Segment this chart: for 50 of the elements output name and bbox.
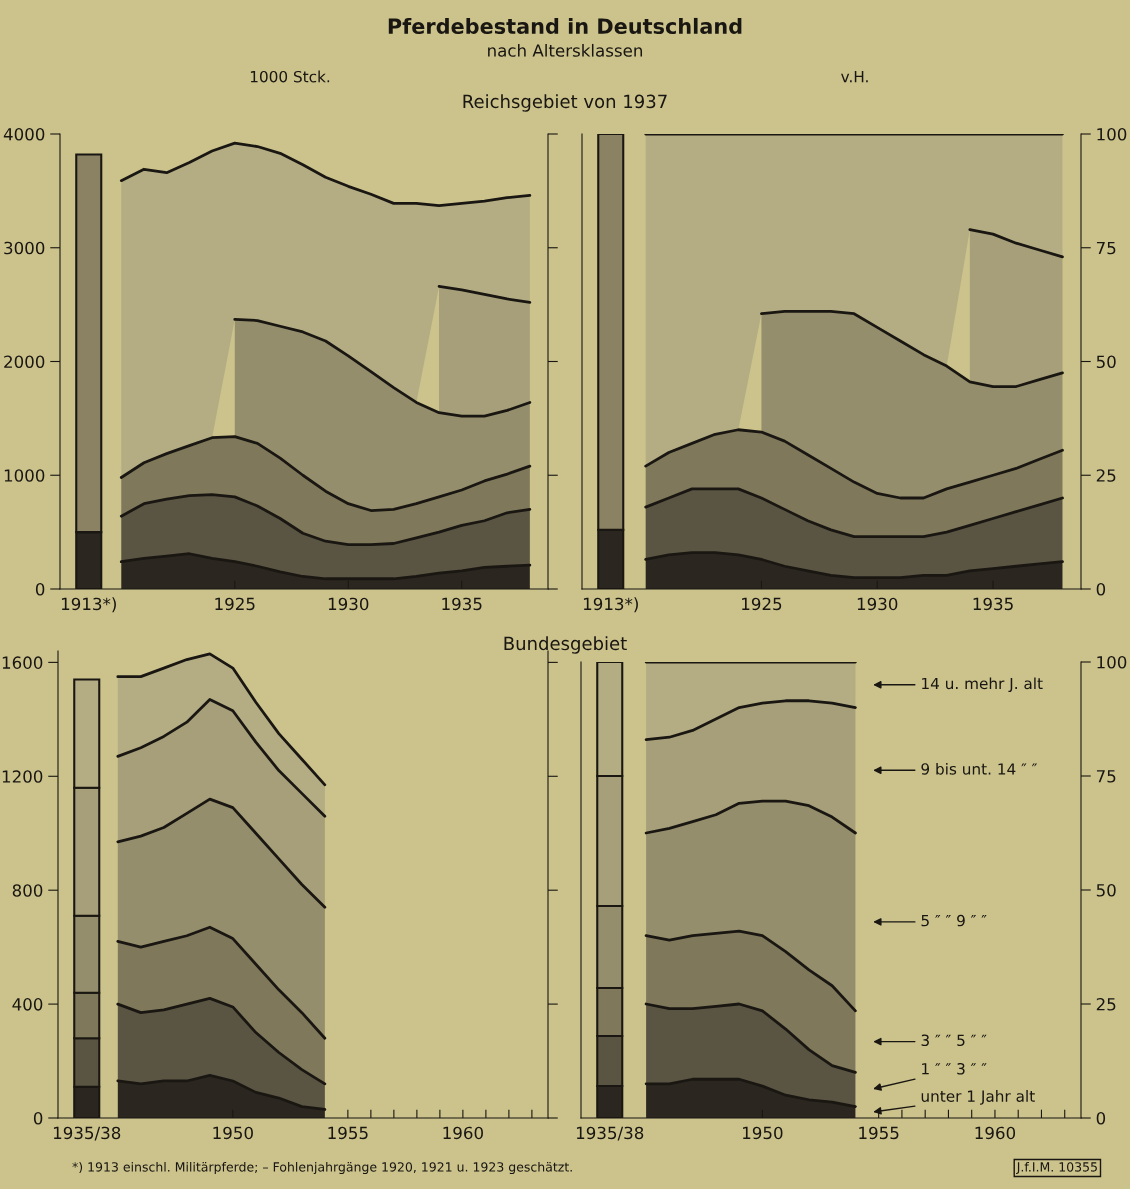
x-tick-label: 1930 — [857, 597, 898, 611]
x-tick-label: 1950 — [743, 1126, 783, 1140]
y-tick-label: 0 — [1096, 582, 1106, 596]
y-tick-label: 100 — [1097, 655, 1127, 669]
text: J.f.I.M. 10355 — [1016, 1161, 1097, 1174]
y-tick-label: 25 — [1096, 469, 1116, 482]
x-tick-label: 1913*) — [61, 597, 116, 613]
y-tick-label: 2000 — [4, 355, 45, 369]
text: unter 1 Jahr alt — [921, 1090, 1035, 1105]
text: 1 ″ ″ 3 ″ ″ — [922, 1063, 987, 1075]
x-tick-label: 1935 — [442, 597, 482, 611]
y-tick-label: 0 — [1096, 1111, 1106, 1125]
x-tick-label: 1960 — [443, 1126, 483, 1140]
text: *) 1913 einschl. Militärpferde; – Fohlenjahrgänge 1920, 1921 u. 1923 geschätzt. — [72, 1161, 572, 1175]
x-tick-label: 1935/38 — [576, 1126, 644, 1141]
y-tick-label: 50 — [1096, 883, 1116, 897]
y-tick-label: 100 — [1097, 127, 1127, 141]
x-tick-label: 1950 — [213, 1126, 253, 1140]
x-tick-label: 1955 — [859, 1126, 899, 1140]
y-tick-label: 1600 — [2, 656, 43, 669]
y-tick-label: 25 — [1096, 997, 1116, 1011]
y-tick-label: 400 — [12, 998, 43, 1011]
legend-label: 14 u. mehr J. alt — [922, 677, 1043, 693]
y-tick-label: 75 — [1096, 770, 1116, 783]
x-tick-label: 1913*) — [583, 597, 638, 613]
x-tick-label: 1935 — [973, 597, 1013, 611]
legend-label: 5 ″ ″ 9 ″ ″ — [921, 914, 987, 927]
chart-title: Pferdebestand in Deutschland — [388, 17, 742, 35]
x-tick-label: 1960 — [975, 1126, 1016, 1140]
chart-subtitle: nach Altersklassen — [488, 43, 643, 57]
legend-label: 3 ″ ″ 5 ″ ″ — [921, 1034, 987, 1047]
y-tick-label: 75 — [1096, 241, 1116, 255]
x-tick-label: 1955 — [328, 1126, 368, 1140]
y-tick-label: 50 — [1096, 355, 1116, 369]
y-tick-label: 0 — [35, 582, 45, 596]
y-axis-title: v.H. — [841, 71, 868, 83]
y-tick-label: 0 — [33, 1111, 43, 1125]
legend-label: 9 bis unt. 14 ″ ″ — [921, 762, 1038, 775]
y-tick-label: 4000 — [3, 127, 45, 141]
y-tick-label: 1000 — [4, 469, 45, 482]
annotation: Bundesgebiet — [504, 636, 627, 654]
x-tick-label: 1925 — [215, 597, 255, 611]
y-axis-title: 1000 Stck. — [250, 70, 330, 83]
y-tick-label: 1200 — [2, 770, 43, 783]
y-tick-label: 800 — [12, 884, 43, 897]
text: Reichsgebiet von 1937 — [463, 94, 667, 112]
y-tick-label: 3000 — [4, 241, 45, 255]
x-tick-label: 1925 — [742, 597, 782, 611]
x-tick-label: 1935/38 — [53, 1126, 121, 1141]
x-tick-label: 1930 — [328, 597, 369, 611]
